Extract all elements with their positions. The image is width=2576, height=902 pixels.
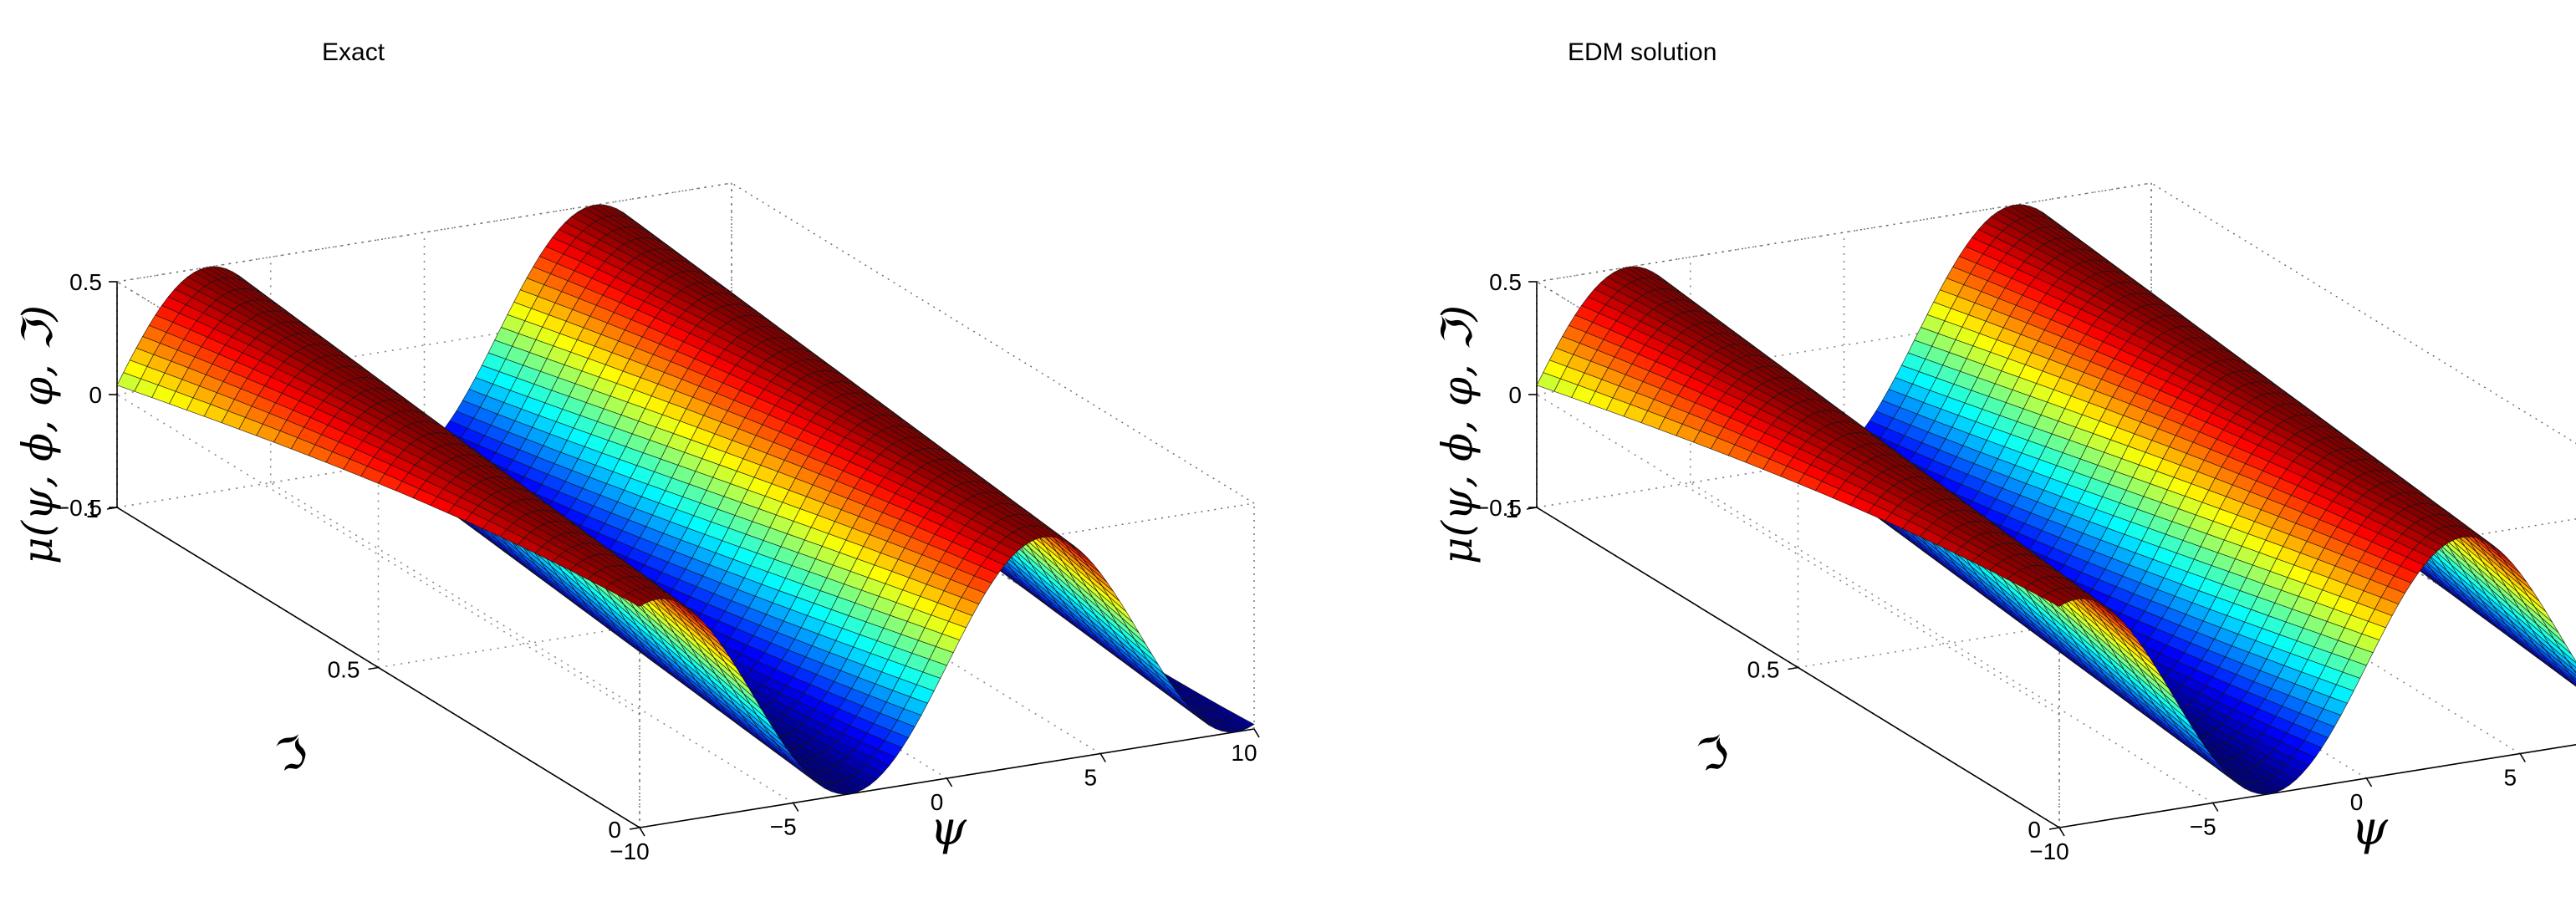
y-tick-mark (369, 668, 379, 670)
y-tick-mark (630, 828, 640, 829)
y-axis-label: μ(ψ, ϕ, φ, ℑ) (13, 305, 62, 564)
x-tick-mark (640, 828, 645, 836)
x-tick-mark (1100, 754, 1105, 762)
x-tick-label: 10 (1231, 740, 1257, 766)
z-tick-label: −0.5 (56, 495, 102, 521)
surface-plot (117, 205, 1254, 794)
z-axis-label: ℑ (269, 726, 315, 783)
z-tick-label: 0 (89, 382, 102, 408)
x-tick-mark (1254, 729, 1259, 737)
x-tick-mark (947, 778, 952, 787)
y-tick-label: 0 (608, 817, 621, 843)
panel-title: Exact (322, 38, 385, 66)
y-tick-label: 0.5 (328, 657, 360, 683)
z-tick-label: 0.5 (69, 269, 102, 295)
surface-plot (1537, 205, 2576, 794)
x-tick-mark (793, 803, 798, 812)
x-axis-label: ψ (930, 802, 967, 856)
x-tick-label: 5 (1084, 765, 1097, 791)
x-tick-label: −5 (770, 814, 797, 840)
